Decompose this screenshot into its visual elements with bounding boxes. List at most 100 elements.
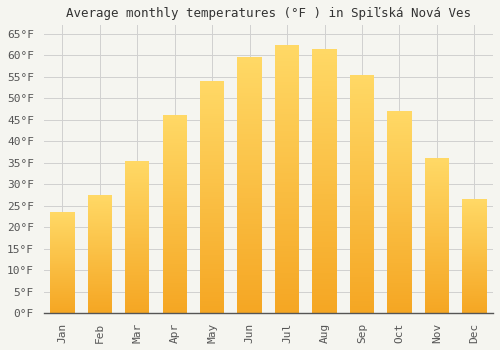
Bar <box>388 228 411 230</box>
Bar <box>388 160 411 162</box>
Bar <box>238 280 262 282</box>
Bar <box>462 252 486 253</box>
Bar <box>462 245 486 246</box>
Bar <box>238 152 262 155</box>
Bar <box>350 158 374 161</box>
Bar <box>275 211 299 214</box>
Bar <box>162 287 187 289</box>
Bar <box>50 277 74 278</box>
Bar <box>50 295 74 296</box>
Bar <box>125 217 150 218</box>
Bar <box>388 186 411 188</box>
Bar <box>462 247 486 248</box>
Bar <box>200 81 224 83</box>
Bar <box>50 306 74 307</box>
Bar <box>50 227 74 228</box>
Bar <box>88 207 112 208</box>
Bar <box>50 253 74 254</box>
Bar <box>388 198 411 200</box>
Bar <box>238 98 262 101</box>
Bar <box>275 310 299 313</box>
Bar <box>88 278 112 279</box>
Bar <box>350 91 374 94</box>
Bar <box>125 212 150 214</box>
Bar <box>462 248 486 249</box>
Bar <box>238 306 262 308</box>
Bar <box>350 261 374 263</box>
Bar <box>424 185 449 186</box>
Bar <box>88 267 112 268</box>
Bar <box>350 196 374 199</box>
Bar <box>275 63 299 66</box>
Bar <box>125 211 150 212</box>
Bar <box>275 273 299 275</box>
Bar <box>462 203 486 204</box>
Bar <box>462 274 486 275</box>
Bar <box>312 133 336 136</box>
Bar <box>275 82 299 85</box>
Bar <box>275 227 299 230</box>
Bar <box>125 267 150 269</box>
Bar <box>424 189 449 191</box>
Bar <box>388 261 411 262</box>
Bar <box>200 107 224 109</box>
Bar <box>312 78 336 80</box>
Bar <box>312 86 336 89</box>
Bar <box>125 183 150 185</box>
Bar <box>50 224 74 225</box>
Bar <box>275 128 299 131</box>
Bar <box>50 308 74 309</box>
Bar <box>462 257 486 258</box>
Bar <box>388 244 411 246</box>
Bar <box>462 240 486 241</box>
Bar <box>275 98 299 101</box>
Bar <box>275 61 299 63</box>
Bar <box>388 271 411 273</box>
Bar <box>350 96 374 98</box>
Bar <box>388 257 411 259</box>
Bar <box>50 267 74 268</box>
Bar <box>275 300 299 302</box>
Bar <box>200 283 224 285</box>
Bar <box>200 220 224 223</box>
Bar <box>462 260 486 261</box>
Bar <box>88 204 112 205</box>
Bar <box>200 178 224 181</box>
Bar <box>388 212 411 214</box>
Bar <box>162 309 187 311</box>
Bar <box>350 251 374 253</box>
Bar <box>275 66 299 69</box>
Bar <box>462 223 486 224</box>
Bar <box>388 301 411 303</box>
Bar <box>312 263 336 266</box>
Bar <box>462 229 486 230</box>
Bar <box>238 155 262 157</box>
Bar <box>88 202 112 203</box>
Bar <box>200 214 224 216</box>
Bar <box>462 225 486 226</box>
Bar <box>424 231 449 233</box>
Bar <box>88 253 112 254</box>
Bar <box>388 224 411 226</box>
Bar <box>388 117 411 119</box>
Bar <box>125 246 150 247</box>
Bar <box>388 115 411 117</box>
Bar <box>88 309 112 311</box>
Bar <box>50 297 74 298</box>
Bar <box>200 123 224 125</box>
Bar <box>388 291 411 293</box>
Bar <box>424 245 449 247</box>
Bar <box>162 260 187 262</box>
Bar <box>388 252 411 254</box>
Bar <box>162 295 187 297</box>
Bar <box>200 160 224 162</box>
Bar <box>275 208 299 211</box>
Bar <box>88 290 112 292</box>
Bar <box>88 306 112 307</box>
Bar <box>312 237 336 239</box>
Bar <box>200 274 224 276</box>
Bar <box>424 228 449 230</box>
Bar <box>238 149 262 152</box>
Bar <box>462 199 486 201</box>
Bar <box>125 167 150 168</box>
